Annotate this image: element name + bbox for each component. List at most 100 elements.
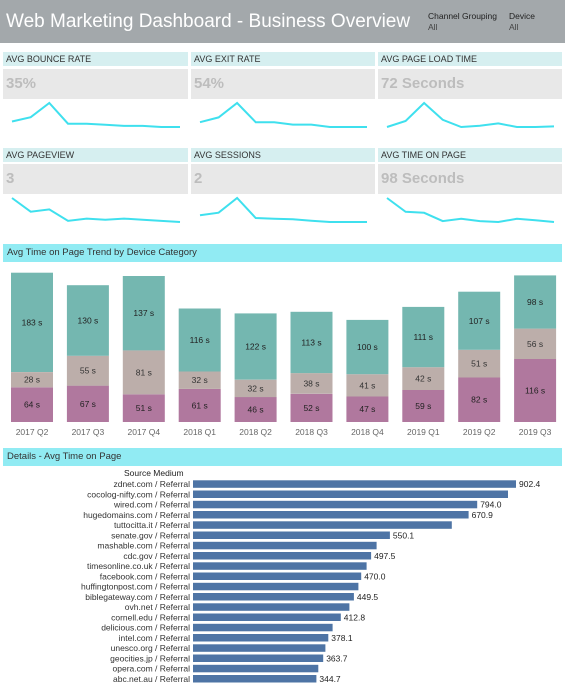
- hbar[interactable]: [193, 511, 469, 519]
- stacked-bar-segment-middle[interactable]: [234, 379, 277, 398]
- hbar[interactable]: [193, 572, 362, 581]
- stacked-bar-segment-top[interactable]: [346, 319, 389, 375]
- details-section-title: Details - Avg Time on Page: [3, 448, 562, 466]
- segment-label: 64 s: [24, 400, 40, 410]
- stacked-bar-segment-middle[interactable]: [122, 350, 165, 395]
- source-medium-label: delicious.com / Referral: [101, 623, 190, 633]
- hbar[interactable]: [193, 613, 341, 622]
- hbar[interactable]: [193, 480, 516, 488]
- segment-label: 46 s: [248, 405, 264, 415]
- segment-label: 116 s: [190, 335, 210, 345]
- stacked-bar-segment-top[interactable]: [290, 311, 333, 374]
- kpi-bounce-rate-sparkline: [11, 101, 180, 128]
- stacked-bar-segment-bottom[interactable]: [458, 377, 501, 423]
- filter-value: All: [509, 22, 519, 32]
- segment-label: 137 s: [133, 308, 154, 318]
- hbar[interactable]: [193, 521, 452, 529]
- hbar[interactable]: [193, 552, 372, 560]
- kpi-bounce-rate-label: AVG BOUNCE RATE: [3, 52, 188, 66]
- stacked-bar-segment-bottom[interactable]: [66, 385, 109, 422]
- stacked-bar-segment-top[interactable]: [402, 306, 445, 368]
- sparkline-path: [199, 196, 367, 223]
- hbar[interactable]: [193, 541, 377, 550]
- source-medium-label: unesco.org / Referral: [111, 643, 190, 653]
- horizontal-bar-chart: zdnet.com / Referral 902.4 cocolog-nifty.c…: [81, 479, 541, 684]
- trend-section-title: Avg Time on Page Trend by Device Categor…: [3, 244, 562, 262]
- source-medium-label: facebook.com / Referral: [100, 571, 190, 581]
- hbar-value-label: 470.0: [364, 571, 386, 581]
- stacked-bar-segment-bottom[interactable]: [346, 396, 389, 423]
- stacked-bar-segment-top[interactable]: [514, 275, 557, 329]
- source-medium-label: mashable.com / Referral: [97, 541, 190, 551]
- stacked-bar-segment-middle[interactable]: [402, 367, 445, 390]
- kpi-page-load-time-value: 72 Seconds: [378, 69, 562, 99]
- stacked-bar-segment-top[interactable]: [458, 291, 501, 350]
- stacked-bar-segment-top[interactable]: [11, 272, 53, 372]
- segment-label: 113 s: [301, 338, 321, 348]
- stacked-bar-segment-bottom[interactable]: [178, 388, 221, 422]
- x-tick-label: 2017 Q2: [16, 427, 49, 437]
- stacked-bar-segment-top[interactable]: [178, 308, 221, 372]
- segment-label: 130 s: [78, 316, 99, 326]
- hbar[interactable]: [193, 490, 508, 499]
- segment-label: 98 s: [527, 297, 543, 307]
- stacked-bar-segment-middle[interactable]: [458, 349, 501, 378]
- hbar[interactable]: [193, 623, 333, 632]
- stacked-bar-segment-middle[interactable]: [346, 374, 389, 397]
- hbar[interactable]: [193, 654, 324, 663]
- stacked-bar-segment-top[interactable]: [66, 285, 109, 356]
- segment-label: 51 s: [136, 403, 152, 413]
- source-medium-label: senate.gov / Referral: [111, 530, 190, 540]
- kpi-bounce-rate-value: 35%: [3, 69, 188, 99]
- x-tick-label: 2017 Q3: [72, 427, 105, 437]
- hbar-value-label: 378.1: [331, 633, 353, 643]
- stacked-bar-segment-top[interactable]: [122, 276, 165, 351]
- kpi-sessions-value: 2: [191, 164, 375, 194]
- x-tick-label: 2018 Q1: [183, 427, 216, 437]
- hbar-value-label: 412.8: [344, 612, 366, 622]
- hbar[interactable]: [193, 593, 354, 601]
- hbar[interactable]: [193, 500, 478, 509]
- stacked-bar-segment-bottom[interactable]: [234, 397, 277, 422]
- hbar[interactable]: [193, 664, 319, 673]
- segment-label: 51 s: [471, 359, 487, 369]
- dashboard-header: Web Marketing Dashboard - Business Overv…: [0, 0, 565, 43]
- segment-label: 67 s: [80, 399, 96, 409]
- source-medium-label: cocolog-nifty.com / Referral: [87, 489, 190, 499]
- x-tick-label: 2019 Q1: [407, 427, 440, 437]
- segment-label: 59 s: [415, 401, 431, 411]
- stacked-bar-segment-bottom[interactable]: [514, 359, 557, 422]
- hbar[interactable]: [193, 582, 359, 591]
- segment-label: 111 s: [414, 332, 434, 342]
- stacked-bar-segment-middle[interactable]: [178, 371, 221, 389]
- segment-label: 28 s: [24, 375, 40, 385]
- stacked-bar-segment-bottom[interactable]: [122, 394, 165, 422]
- segment-label: 122 s: [245, 342, 266, 352]
- stacked-bar-segment-middle[interactable]: [514, 328, 557, 359]
- hbar[interactable]: [193, 531, 390, 540]
- filter-device[interactable]: Device All: [509, 11, 535, 33]
- hbar[interactable]: [193, 644, 326, 652]
- hbar-value-label: 902.4: [519, 479, 541, 489]
- hbar[interactable]: [193, 675, 317, 683]
- hbar[interactable]: [193, 603, 350, 611]
- stacked-bar-segment-middle[interactable]: [290, 373, 333, 394]
- stacked-bar-segment-middle[interactable]: [66, 355, 109, 386]
- filter-channel-grouping[interactable]: Channel Grouping All: [428, 11, 497, 33]
- hbar-value-label: 497.5: [374, 551, 396, 561]
- segment-label: 61 s: [192, 400, 208, 410]
- stacked-bar-segment-middle[interactable]: [11, 372, 53, 388]
- segment-label: 107 s: [469, 316, 490, 326]
- column-header-source-medium: Source Medium: [124, 468, 184, 478]
- hbar[interactable]: [193, 634, 329, 642]
- stacked-bar-segment-bottom[interactable]: [11, 387, 53, 422]
- hbar-value-label: 344.7: [319, 674, 341, 684]
- hbar[interactable]: [193, 562, 367, 570]
- segment-label: 100 s: [357, 342, 378, 352]
- kpi-time-on-page-label: AVG TIME ON PAGE: [378, 148, 562, 162]
- stacked-bar-segment-bottom[interactable]: [402, 390, 445, 422]
- segment-label: 55 s: [80, 366, 96, 376]
- stacked-bar-segment-bottom[interactable]: [290, 393, 333, 422]
- segment-label: 116 s: [525, 386, 545, 396]
- stacked-bar-segment-top[interactable]: [234, 313, 277, 380]
